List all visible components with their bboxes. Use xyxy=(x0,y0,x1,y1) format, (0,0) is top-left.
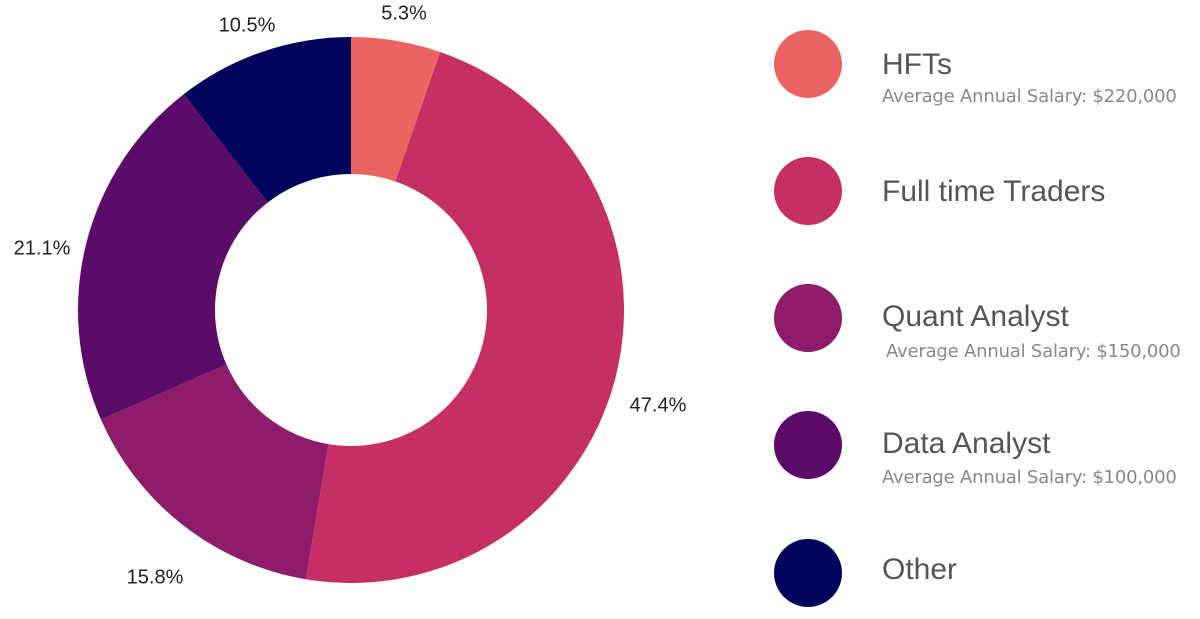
legend-salary-data-analyst: Average Annual Salary: $100,000 xyxy=(882,467,1177,488)
legend-label-full-time-traders: Full time Traders xyxy=(882,175,1106,208)
data-label-full-time-traders: 47.4% xyxy=(630,394,687,416)
slice-data-analyst xyxy=(77,94,268,420)
legend-label-other: Other xyxy=(882,553,958,586)
legend-item-data-analyst: Data Analyst Average Annual Salary: $100… xyxy=(774,411,1200,491)
slice-quant-analyst xyxy=(100,364,329,580)
legend-salary-hfts: Average Annual Salary: $220,000 xyxy=(882,86,1177,107)
legend-swatch-full-time-traders-icon xyxy=(774,157,842,225)
slice-full-time-traders xyxy=(305,51,625,584)
legend-label-quant-analyst: Quant Analyst xyxy=(882,300,1069,333)
legend-item-full-time-traders: Full time Traders xyxy=(774,157,1200,237)
legend-swatch-data-analyst-icon xyxy=(774,411,842,479)
legend-swatch-hfts-icon xyxy=(774,30,842,98)
legend-item-quant-analyst: Quant Analyst Average Annual Salary: $15… xyxy=(774,284,1200,364)
data-label-hfts: 5.3% xyxy=(381,2,427,24)
data-label-other: 10.5% xyxy=(219,14,276,36)
donut-chart: 5.3% 47.4% 15.8% 21.1% 10.5% xyxy=(14,2,687,588)
legend-swatch-quant-analyst-icon xyxy=(774,284,842,352)
slice-other xyxy=(183,37,351,203)
data-label-quant-analyst: 15.8% xyxy=(127,566,184,588)
legend-item-other: Other xyxy=(774,539,1200,619)
legend-swatch-other-icon xyxy=(774,539,842,607)
slice-hfts xyxy=(351,37,441,182)
legend-item-hfts: HFTs Average Annual Salary: $220,000 xyxy=(774,30,1200,110)
legend-label-hfts: HFTs xyxy=(882,48,952,81)
legend-label-data-analyst: Data Analyst xyxy=(882,427,1051,460)
data-label-data-analyst: 21.1% xyxy=(14,237,71,259)
legend-salary-quant-analyst: Average Annual Salary: $150,000 xyxy=(886,341,1181,362)
